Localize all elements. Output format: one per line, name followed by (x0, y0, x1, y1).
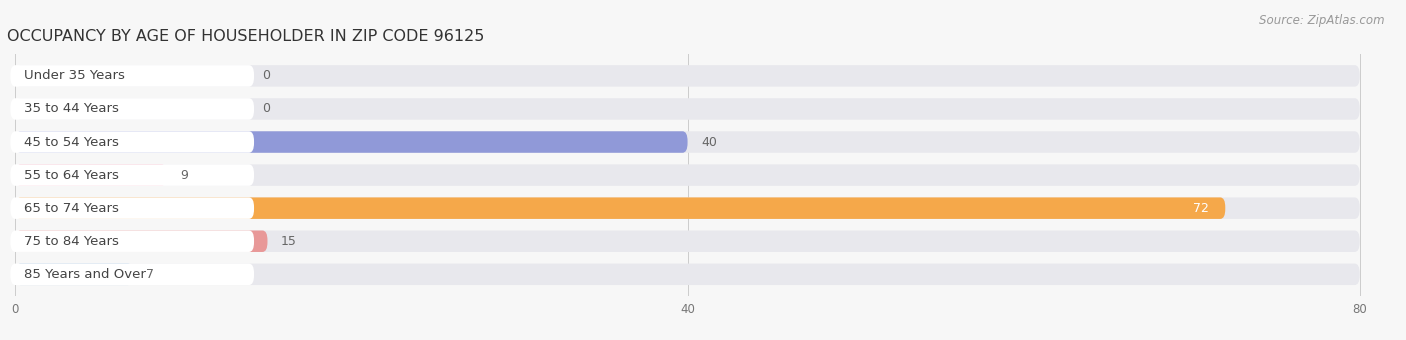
Text: 9: 9 (180, 169, 188, 182)
FancyBboxPatch shape (15, 164, 167, 186)
FancyBboxPatch shape (15, 198, 1225, 219)
Text: 72: 72 (1192, 202, 1209, 215)
Text: 45 to 54 Years: 45 to 54 Years (24, 136, 118, 149)
FancyBboxPatch shape (15, 131, 688, 153)
Text: 0: 0 (263, 69, 270, 82)
Text: 40: 40 (702, 136, 717, 149)
FancyBboxPatch shape (15, 164, 1360, 186)
FancyBboxPatch shape (10, 164, 254, 186)
FancyBboxPatch shape (15, 264, 1360, 285)
FancyBboxPatch shape (15, 98, 1360, 120)
FancyBboxPatch shape (10, 231, 254, 252)
Text: Under 35 Years: Under 35 Years (24, 69, 125, 82)
Text: 65 to 74 Years: 65 to 74 Years (24, 202, 118, 215)
Text: 15: 15 (281, 235, 297, 248)
FancyBboxPatch shape (15, 231, 267, 252)
Text: Source: ZipAtlas.com: Source: ZipAtlas.com (1260, 14, 1385, 27)
FancyBboxPatch shape (10, 198, 254, 219)
Text: 75 to 84 Years: 75 to 84 Years (24, 235, 118, 248)
Text: 7: 7 (146, 268, 155, 281)
FancyBboxPatch shape (10, 65, 254, 87)
FancyBboxPatch shape (15, 198, 1360, 219)
FancyBboxPatch shape (15, 231, 1360, 252)
FancyBboxPatch shape (10, 131, 254, 153)
Text: 55 to 64 Years: 55 to 64 Years (24, 169, 118, 182)
FancyBboxPatch shape (10, 264, 254, 285)
FancyBboxPatch shape (15, 65, 1360, 87)
Text: 0: 0 (263, 102, 270, 116)
Text: 85 Years and Over: 85 Years and Over (24, 268, 146, 281)
FancyBboxPatch shape (15, 131, 1360, 153)
Text: 35 to 44 Years: 35 to 44 Years (24, 102, 118, 116)
FancyBboxPatch shape (15, 264, 134, 285)
Text: OCCUPANCY BY AGE OF HOUSEHOLDER IN ZIP CODE 96125: OCCUPANCY BY AGE OF HOUSEHOLDER IN ZIP C… (7, 29, 485, 44)
FancyBboxPatch shape (10, 98, 254, 120)
